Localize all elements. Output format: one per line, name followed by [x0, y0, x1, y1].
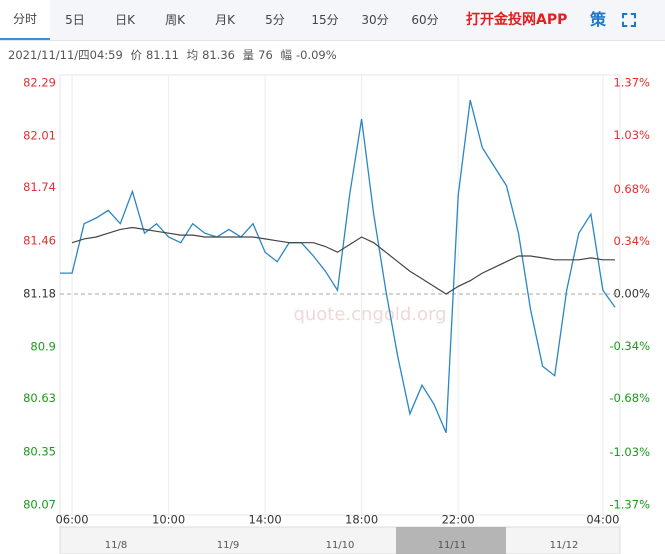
datetime: 2021/11/11/四04:59 — [8, 48, 123, 62]
fullscreen-button[interactable] — [622, 13, 636, 27]
x-tick-label: 22:00 — [442, 513, 475, 527]
tab[interactable]: 5日 — [65, 13, 85, 27]
navigator-date: 11/8 — [105, 540, 127, 551]
plot-frame — [59, 74, 621, 516]
y2-tick-label: -1.03% — [609, 445, 650, 459]
avg: 81.36 — [202, 48, 235, 62]
y2-tick-label: 1.03% — [613, 128, 650, 142]
y-tick-label: 81.46 — [23, 233, 56, 247]
tab-bar: 分时 5日 日K 周K 月K 5分 15分 30分 60分 — [0, 0, 665, 41]
x-tick-label: 04:00 — [586, 513, 619, 527]
tab[interactable]: 5分 — [265, 13, 285, 27]
y-tick-label: 80.35 — [23, 444, 56, 458]
tab[interactable]: 日K — [115, 13, 135, 27]
volume: 76 — [258, 48, 273, 62]
price: 81.11 — [145, 48, 179, 62]
change: -0.09% — [295, 48, 337, 62]
y2-tick-label: 0.68% — [613, 182, 650, 196]
info-line: 2021/11/11/四04:59 价 81.11 均 81.36 量 76 幅 -0.… — [8, 47, 341, 63]
y2-tick-label: 1.37% — [613, 76, 650, 90]
tab[interactable]: 60分 — [411, 13, 439, 27]
watermark: quote.cngold.org — [293, 304, 446, 325]
y2-tick-label: 0.00% — [613, 287, 650, 301]
tab[interactable]: 周K — [165, 13, 185, 27]
x-tick-label: 06:00 — [55, 513, 88, 527]
y-tick-label: 80.9 — [30, 340, 56, 354]
label: 幅 — [280, 48, 292, 62]
y-tick-label: 80.63 — [23, 391, 56, 405]
navigator-window[interactable] — [396, 527, 506, 554]
y2-tick-label: 0.34% — [613, 234, 650, 248]
y-tick-label: 82.01 — [23, 129, 56, 143]
series-line — [71, 226, 615, 295]
y2-tick-label: -0.34% — [609, 339, 650, 353]
x-tick-label: 14:00 — [249, 513, 282, 527]
y-tick-label: 81.74 — [23, 180, 56, 194]
tab[interactable]: 30分 — [361, 13, 389, 27]
label: 价 — [130, 48, 142, 62]
tab[interactable]: 月K — [215, 13, 235, 27]
navigator-date: 11/10 — [326, 540, 355, 551]
navigator-date: 11/12 — [550, 540, 579, 551]
y-tick-label: 80.07 — [23, 498, 56, 512]
y2-tick-label: -1.37% — [609, 498, 650, 512]
label: 量 — [242, 48, 255, 62]
x-tick-label: 10:00 — [152, 513, 185, 527]
label: 均 — [186, 48, 199, 62]
navigator[interactable] — [59, 526, 621, 554]
navigator-date: 11/11 — [438, 540, 467, 551]
tab[interactable]: 分时 — [0, 0, 50, 40]
x-tick-label: 18:00 — [345, 513, 378, 527]
navigator-date: 11/9 — [217, 540, 239, 551]
y2-tick-label: -0.68% — [609, 391, 650, 405]
y-tick-label: 82.29 — [23, 76, 56, 90]
series-line — [60, 99, 616, 434]
app-link[interactable]: 打开金投网APP — [466, 12, 568, 28]
strategy-icon[interactable]: 策 — [590, 10, 607, 29]
tab[interactable]: 15分 — [311, 13, 339, 27]
y-tick-label: 81.18 — [23, 287, 56, 301]
